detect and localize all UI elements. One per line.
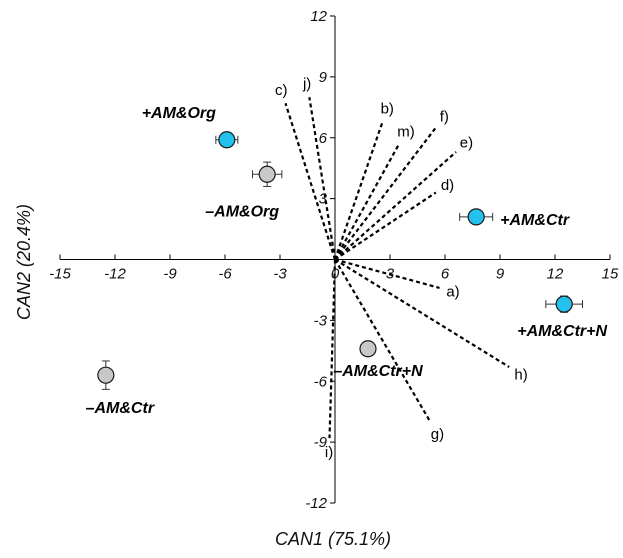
vector-label: j) <box>302 75 311 92</box>
y-tick-label: -12 <box>305 495 327 512</box>
point-label: –AM&Org <box>205 203 279 220</box>
x-axis-title: CAN1 (75.1%) <box>275 529 391 549</box>
vector-label: h) <box>514 366 527 383</box>
x-tick-label: -9 <box>163 266 177 283</box>
x-tick-label: 6 <box>441 266 450 283</box>
point-label: –AM&Ctr+N <box>333 363 423 380</box>
point-label: +AM&Ctr+N <box>517 323 607 340</box>
x-tick-label: -15 <box>49 266 71 283</box>
x-tick-label: -12 <box>104 266 126 283</box>
x-tick-label: 3 <box>386 266 395 283</box>
vector-label: g) <box>431 426 444 443</box>
vector-label: b) <box>381 100 394 117</box>
axes-layer <box>59 15 611 504</box>
vector-label: f) <box>440 108 449 125</box>
y-tick-label: -3 <box>314 312 328 329</box>
points-layer <box>97 131 583 390</box>
x-tick-label: 15 <box>602 266 619 283</box>
data-point <box>555 295 573 313</box>
y-tick-label: 9 <box>319 69 328 86</box>
y-tick-label: 12 <box>310 8 327 25</box>
vector-label: a) <box>446 284 459 301</box>
x-tick-label: 0 <box>331 266 340 283</box>
y-tick-label: -9 <box>314 434 328 451</box>
loading-vector <box>333 121 384 260</box>
point-label: –AM&Ctr <box>86 400 155 417</box>
vector-label: i) <box>325 444 333 461</box>
loading-vector <box>334 191 437 261</box>
vectors-layer <box>284 96 510 439</box>
data-point <box>258 165 276 183</box>
point-label: +AM&Org <box>142 105 216 122</box>
x-tick-label: 12 <box>547 266 564 283</box>
data-point <box>218 131 236 149</box>
x-tick-label: -6 <box>218 266 232 283</box>
vector-label: d) <box>441 177 454 194</box>
x-tick-label: 9 <box>496 266 505 283</box>
y-tick-label: 3 <box>319 191 328 208</box>
loading-vector <box>334 258 432 423</box>
loading-vector <box>308 96 337 260</box>
data-point <box>97 366 115 384</box>
x-tick-label: -3 <box>273 266 287 283</box>
y-tick-label: 6 <box>319 130 328 147</box>
loading-vector <box>334 151 457 261</box>
point-label: +AM&Ctr <box>500 212 570 229</box>
loading-vector <box>334 258 510 368</box>
y-tick-label: -6 <box>314 373 328 390</box>
data-point <box>467 208 485 226</box>
y-axis-title: CAN2 (20.4%) <box>14 204 34 320</box>
vector-label: c) <box>275 82 288 99</box>
loading-vector <box>334 143 401 261</box>
vector-label: m) <box>397 124 415 141</box>
loading-vector <box>334 126 437 261</box>
loading-vector <box>284 102 337 260</box>
loading-vector <box>328 259 337 439</box>
data-point <box>359 340 377 358</box>
vector-label: e) <box>460 135 473 152</box>
labels-layer: -15 -12 -9 -6 -3 0 3 6 9 12 15 -12 -9 -6 -3 3 6 9 12 a) b) c)… <box>49 8 619 512</box>
